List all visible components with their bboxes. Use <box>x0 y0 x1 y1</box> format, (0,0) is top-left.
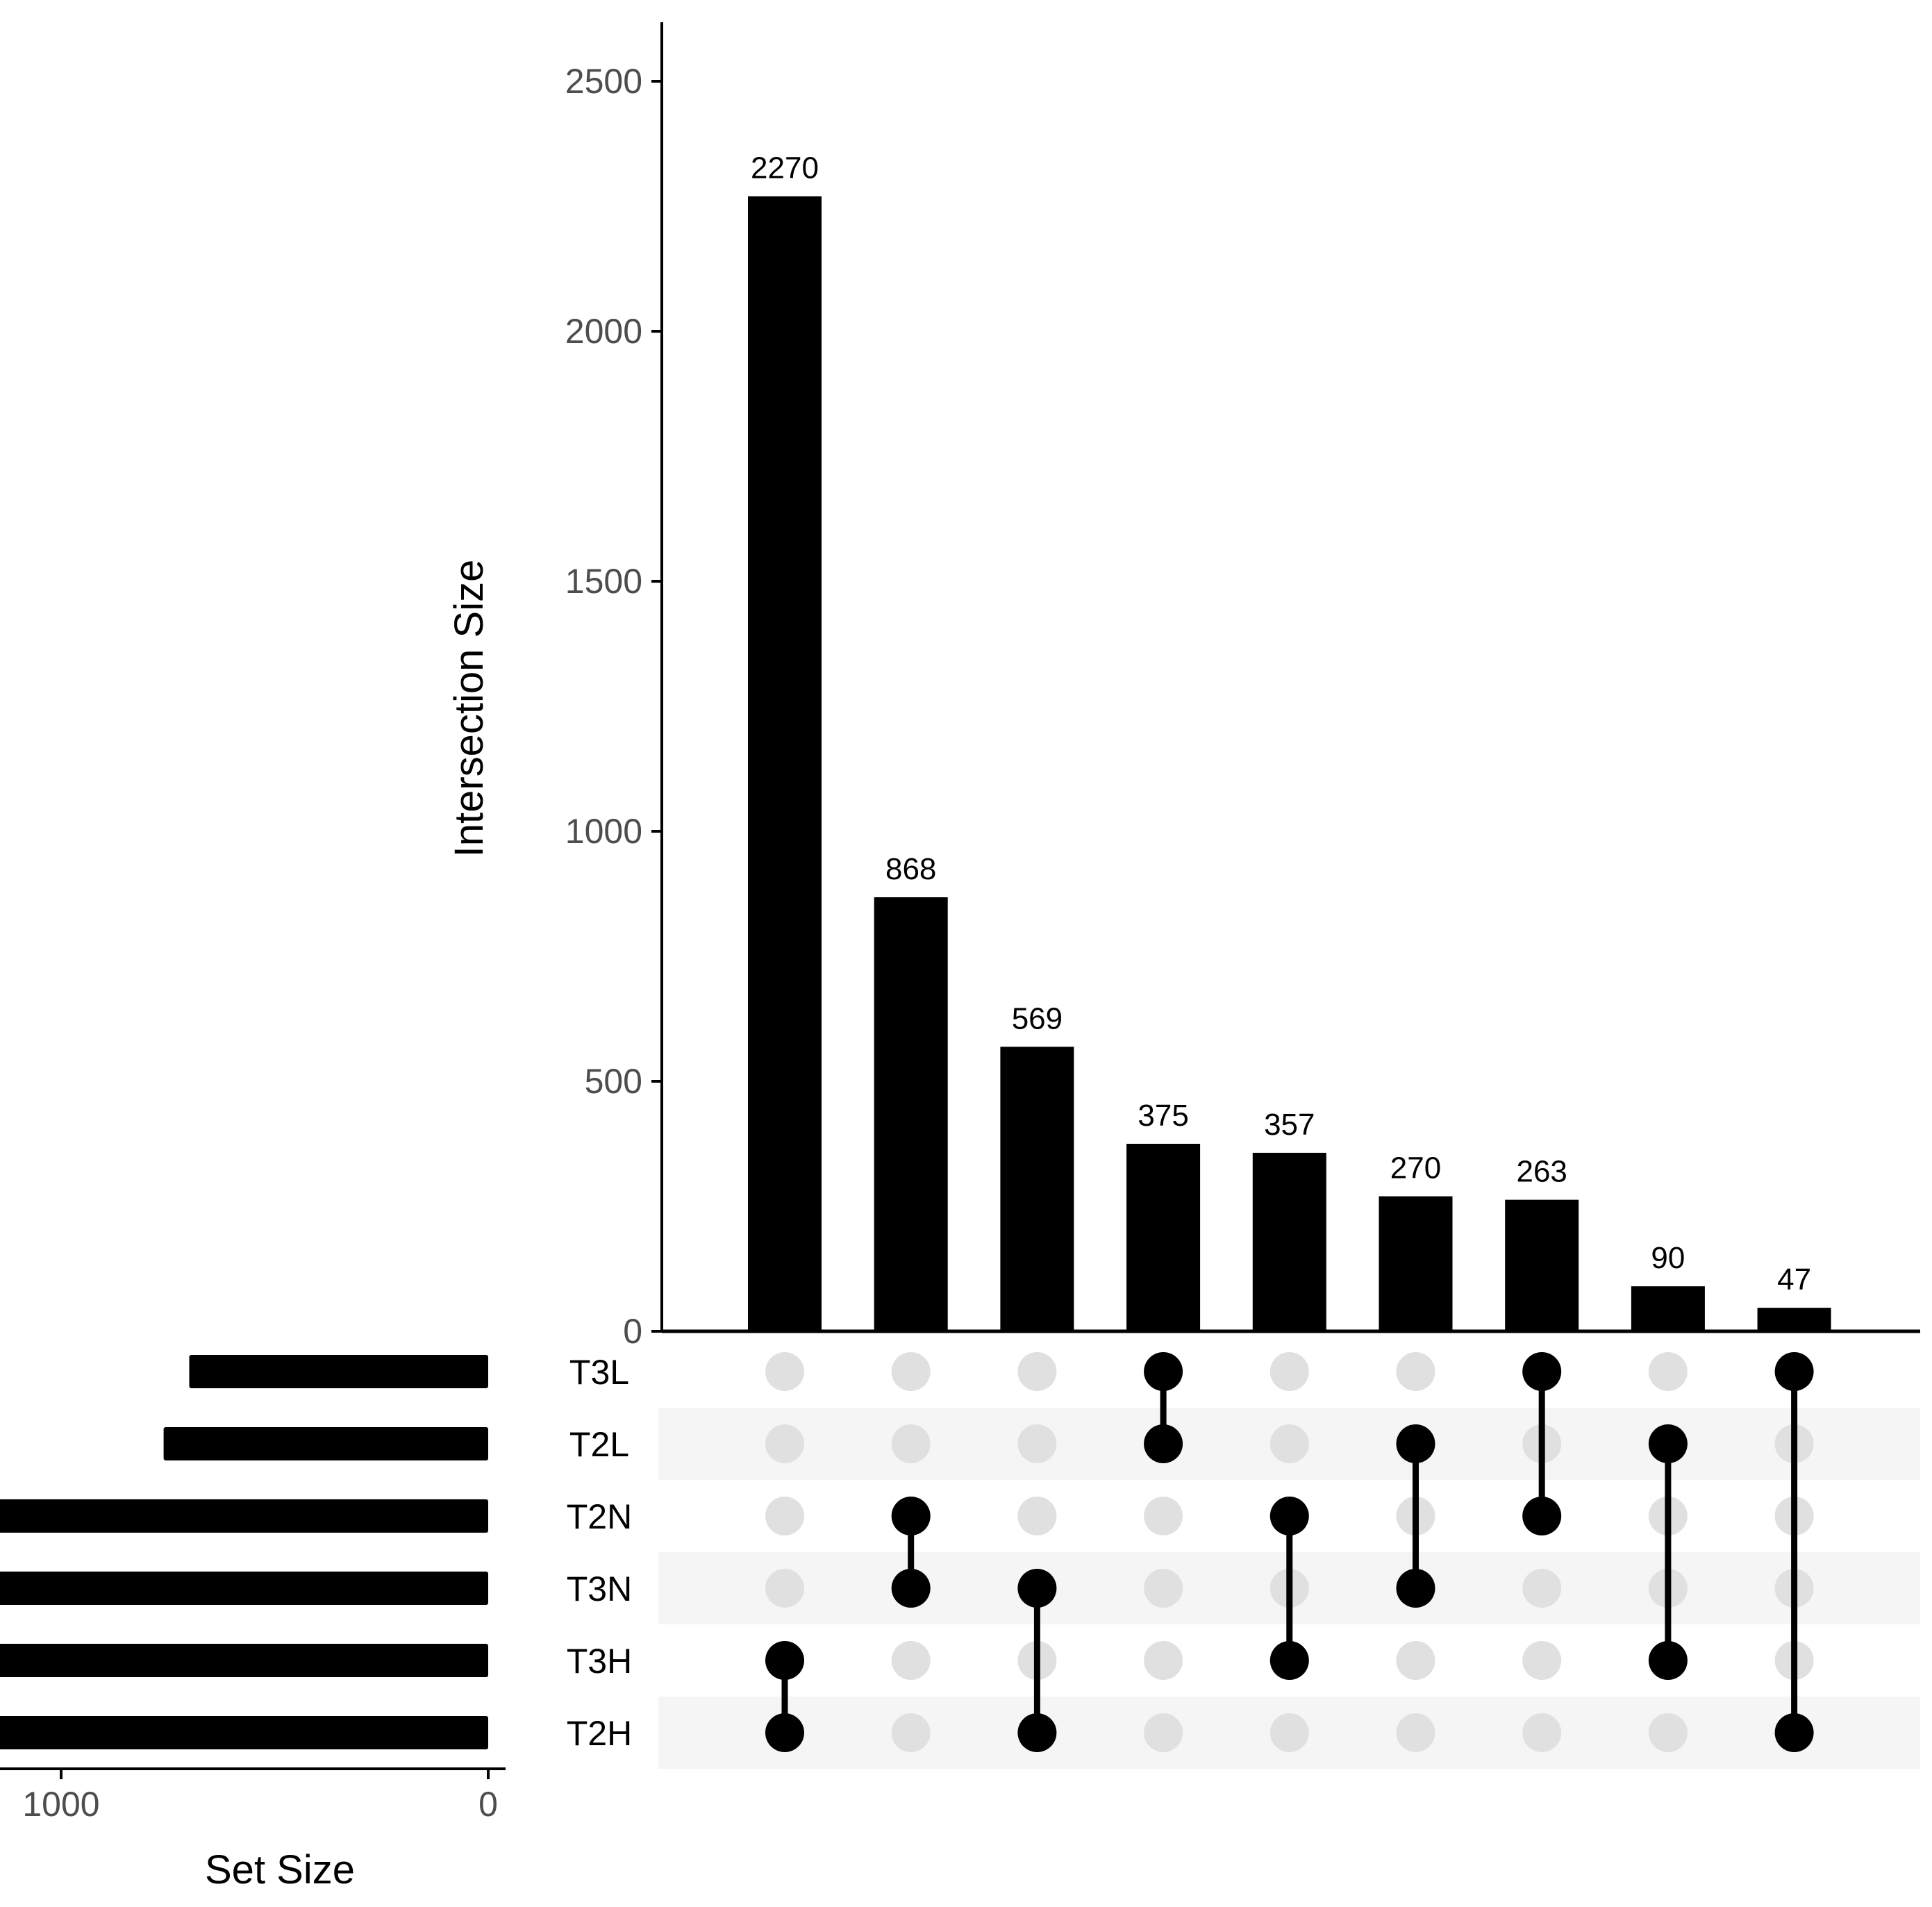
matrix-dot-active-4-t2l <box>1144 1424 1183 1463</box>
matrix-dot-active-3-t3n <box>1017 1569 1057 1608</box>
intersection-bar-label-1: 2270 <box>751 151 819 185</box>
matrix-dot-inactive-7-t2h <box>1522 1713 1562 1752</box>
set-label-t3h: T3H <box>567 1642 632 1681</box>
matrix-dot-inactive-2-t2l <box>891 1424 931 1463</box>
set-size-bars <box>0 1355 488 1749</box>
intersection-bar-label-3: 569 <box>1012 1001 1063 1035</box>
matrix-dot-inactive-8-t3l <box>1648 1352 1688 1391</box>
matrix-dot-active-7-t3l <box>1522 1352 1562 1391</box>
matrix-dot-active-5-t2n <box>1269 1497 1309 1535</box>
matrix-dot-inactive-3-t3l <box>1017 1352 1057 1391</box>
set-size-axis-tick-label-0: 0 <box>478 1785 498 1824</box>
set-name-labels: T3L T2L T2N T3N T3H T2H <box>567 1353 632 1753</box>
matrix-dot-active-5-t3h <box>1269 1641 1309 1680</box>
set-label-t2l: T2L <box>569 1425 629 1464</box>
matrix-dot-active-6-t3n <box>1396 1569 1435 1608</box>
matrix-dot-inactive-2-t2h <box>891 1713 931 1752</box>
intersection-bar-label-4: 375 <box>1138 1099 1188 1133</box>
matrix-dot-inactive-1-t2n <box>765 1497 804 1535</box>
intersection-axis-tick-label-500: 500 <box>585 1062 642 1101</box>
matrix-dot-active-8-t2l <box>1648 1424 1688 1463</box>
set-size-axis: Set Size 3000200010000 <box>0 1767 506 1892</box>
intersection-bar-label-2: 868 <box>885 852 936 886</box>
matrix-dot-inactive-3-t2l <box>1017 1424 1057 1463</box>
matrix-dot-active-4-t3l <box>1144 1352 1183 1391</box>
set-size-bar-t3h <box>0 1644 488 1677</box>
matrix-dot-inactive-4-t2h <box>1144 1713 1183 1752</box>
intersection-bar-9 <box>1757 1308 1831 1331</box>
intersection-axis-tick-label-1500: 1500 <box>565 562 642 601</box>
intersection-axis-tick-label-2500: 2500 <box>565 62 642 101</box>
matrix-dot-inactive-6-t3h <box>1396 1641 1435 1680</box>
set-size-axis-title: Set Size <box>205 1847 355 1892</box>
set-size-bar-t3n <box>0 1572 488 1605</box>
matrix-dot-active-6-t2l <box>1396 1424 1435 1463</box>
intersection-size-axis-title: Intersection Size <box>447 560 492 858</box>
matrix-dot-inactive-7-t3n <box>1522 1569 1562 1608</box>
intersection-bar-label-6: 270 <box>1390 1151 1441 1185</box>
matrix-dot-inactive-8-t2h <box>1648 1713 1688 1752</box>
matrix-dot-active-2-t2n <box>891 1497 931 1535</box>
matrix-dot-inactive-5-t3l <box>1269 1352 1309 1391</box>
set-label-t3n: T3N <box>567 1569 632 1608</box>
intersection-bar-6 <box>1379 1196 1453 1331</box>
intersection-bar-8 <box>1631 1286 1705 1331</box>
matrix-dot-inactive-6-t2h <box>1396 1713 1435 1752</box>
matrix-dot-inactive-1-t3l <box>765 1352 804 1391</box>
matrix-dot-inactive-3-t2n <box>1017 1497 1057 1535</box>
intersection-axis-tick-label-0: 0 <box>623 1312 642 1351</box>
set-size-bar-t2h <box>0 1716 488 1749</box>
intersection-bar-labels: 2270 868 569 375 357 270 263 90 47 <box>751 151 1811 1297</box>
intersection-bar-1 <box>748 196 822 1332</box>
intersection-bar-4 <box>1126 1144 1201 1331</box>
matrix-dot-inactive-2-t3l <box>891 1352 931 1391</box>
set-size-bar-t2n <box>0 1499 488 1533</box>
matrix-dot-inactive-4-t3n <box>1144 1569 1183 1608</box>
intersection-bar-label-8: 90 <box>1651 1241 1685 1275</box>
matrix-dot-active-1-t3h <box>765 1641 804 1680</box>
intersection-bar-label-7: 263 <box>1516 1155 1567 1189</box>
intersection-bar-2 <box>874 897 948 1331</box>
matrix-dot-active-2-t3n <box>891 1569 931 1608</box>
set-size-bar-t2l <box>163 1427 488 1460</box>
intersection-bar-label-5: 357 <box>1264 1108 1315 1142</box>
set-label-t2h: T2H <box>567 1714 632 1753</box>
matrix-dot-active-7-t2n <box>1522 1497 1562 1535</box>
matrix-dot-active-9-t3l <box>1774 1352 1814 1391</box>
matrix-dot-active-1-t2h <box>765 1713 804 1752</box>
intersection-bar-5 <box>1252 1152 1326 1331</box>
matrix-dot-inactive-7-t3h <box>1522 1641 1562 1680</box>
set-label-t3l: T3L <box>569 1353 629 1392</box>
intersection-bar-3 <box>1000 1047 1074 1331</box>
intersection-axis-tick-label-1000: 1000 <box>565 812 642 851</box>
set-size-bar-t3l <box>189 1355 488 1388</box>
matrix-dot-inactive-5-t2h <box>1269 1713 1309 1752</box>
intersection-bar-7 <box>1505 1199 1579 1331</box>
intersection-bar-label-9: 47 <box>1777 1263 1811 1297</box>
matrix-dot-inactive-4-t2n <box>1144 1497 1183 1535</box>
set-size-axis-tick-label-1000: 1000 <box>22 1785 99 1824</box>
intersection-matrix <box>765 1352 1814 1752</box>
matrix-dot-inactive-6-t3l <box>1396 1352 1435 1391</box>
intersection-bars <box>748 196 1831 1332</box>
intersection-size-axis: Intersection Size 0 500 1000 1500 2000 2500 <box>447 22 1920 1351</box>
matrix-dot-inactive-1-t3n <box>765 1569 804 1608</box>
matrix-dot-active-8-t3h <box>1648 1641 1688 1680</box>
matrix-dot-inactive-5-t2l <box>1269 1424 1309 1463</box>
matrix-dot-inactive-1-t2l <box>765 1424 804 1463</box>
matrix-dot-active-9-t2h <box>1774 1713 1814 1752</box>
set-label-t2n: T2N <box>567 1497 632 1536</box>
matrix-dot-inactive-2-t3h <box>891 1641 931 1680</box>
matrix-dot-active-3-t2h <box>1017 1713 1057 1752</box>
intersection-axis-tick-label-2000: 2000 <box>565 312 642 351</box>
matrix-dot-inactive-4-t3h <box>1144 1641 1183 1680</box>
